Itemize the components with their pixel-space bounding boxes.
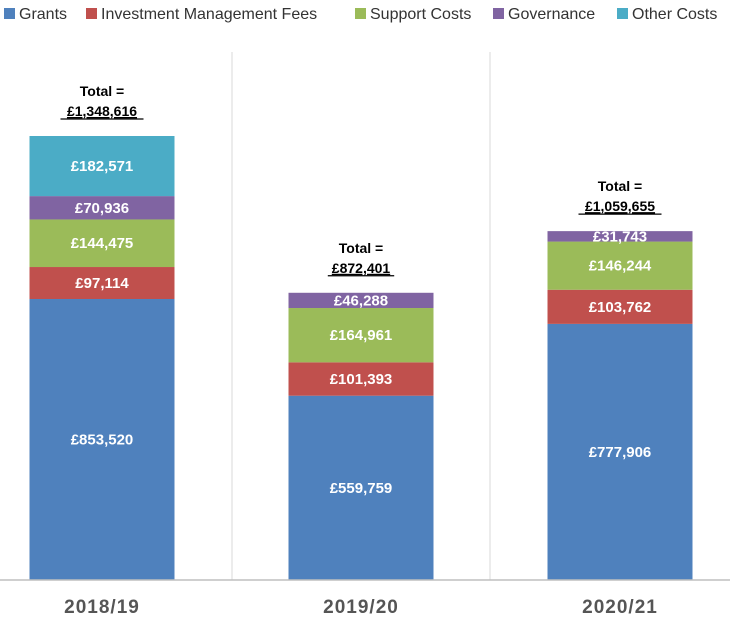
bar-governance-2018-19	[29, 196, 175, 220]
data-label-investment-management-fees-2020-21: £103,762	[589, 299, 652, 316]
bar-grants-2019-20	[288, 395, 434, 580]
bar-other-costs-2018-19	[29, 136, 175, 197]
legend-swatch-governance	[493, 8, 504, 19]
bars: £853,520 £97,114 £144,475 £70,936 £182,571 £5…	[29, 136, 693, 580]
data-label-other-costs-2018-19: £182,571	[71, 158, 134, 175]
data-label-support-costs-2020-21: £146,244	[589, 258, 652, 275]
bar-support-costs-2020-21	[547, 241, 693, 290]
data-label-grants-2019-20: £559,759	[330, 480, 393, 497]
legend-swatch-grants	[4, 8, 15, 19]
bar-grants-2018-19	[29, 298, 175, 580]
data-label-governance-2019-20: £46,288	[334, 292, 388, 309]
bar-investment-management-fees-2018-19	[29, 267, 175, 299]
total-prefix-2020-21: Total =	[598, 178, 642, 194]
total-prefix-2018-19: Total =	[80, 83, 124, 99]
data-label-governance-2018-19: £70,936	[75, 200, 129, 217]
data-label-investment-management-fees-2018-19: £97,114	[75, 275, 129, 292]
category-label-2018-19: 2018/19	[64, 597, 140, 618]
category-labels: 2018/19 2019/20 2020/21	[64, 597, 658, 618]
bar-governance-2020-21	[547, 231, 693, 242]
legend-swatch-support-costs	[355, 8, 366, 19]
legend-label-governance: Governance	[508, 6, 595, 23]
total-value-2019-20: £872,401	[332, 260, 391, 276]
bar-investment-management-fees-2020-21	[547, 289, 693, 324]
total-prefix-2019-20: Total =	[339, 240, 383, 256]
legend-swatch-investment-management-fees	[86, 8, 97, 19]
bar-governance-2019-20	[288, 292, 434, 309]
total-value-2018-19: £1,348,616	[67, 103, 137, 119]
legend-label-support-costs: Support Costs	[370, 6, 471, 23]
legend-label-other-costs: Other Costs	[632, 6, 717, 23]
legend-label-grants: Grants	[19, 6, 67, 23]
legend-swatch-other-costs	[617, 8, 628, 19]
totals: Total = £1,348,616 Total = £872,401 Total = £…	[60, 83, 662, 277]
bar-investment-management-fees-2019-20	[288, 362, 434, 396]
category-dividers	[231, 52, 491, 580]
bar-support-costs-2019-20	[288, 308, 434, 363]
data-label-investment-management-fees-2019-20: £101,393	[330, 371, 393, 388]
category-label-2020-21: 2020/21	[582, 597, 658, 618]
data-label-support-costs-2018-19: £144,475	[71, 235, 134, 252]
data-label-grants-2018-19: £853,520	[71, 431, 134, 448]
legend: Grants Investment Management Fees Support …	[4, 6, 717, 23]
bar-support-costs-2018-19	[29, 219, 175, 268]
total-value-2020-21: £1,059,655	[585, 198, 655, 214]
data-label-governance-2020-21: £31,743	[593, 228, 647, 245]
category-label-2019-20: 2019/20	[323, 597, 399, 618]
bar-grants-2020-21	[547, 323, 693, 580]
data-label-support-costs-2019-20: £164,961	[330, 327, 393, 344]
legend-label-investment-management-fees: Investment Management Fees	[101, 6, 317, 23]
data-label-grants-2020-21: £777,906	[589, 444, 652, 461]
